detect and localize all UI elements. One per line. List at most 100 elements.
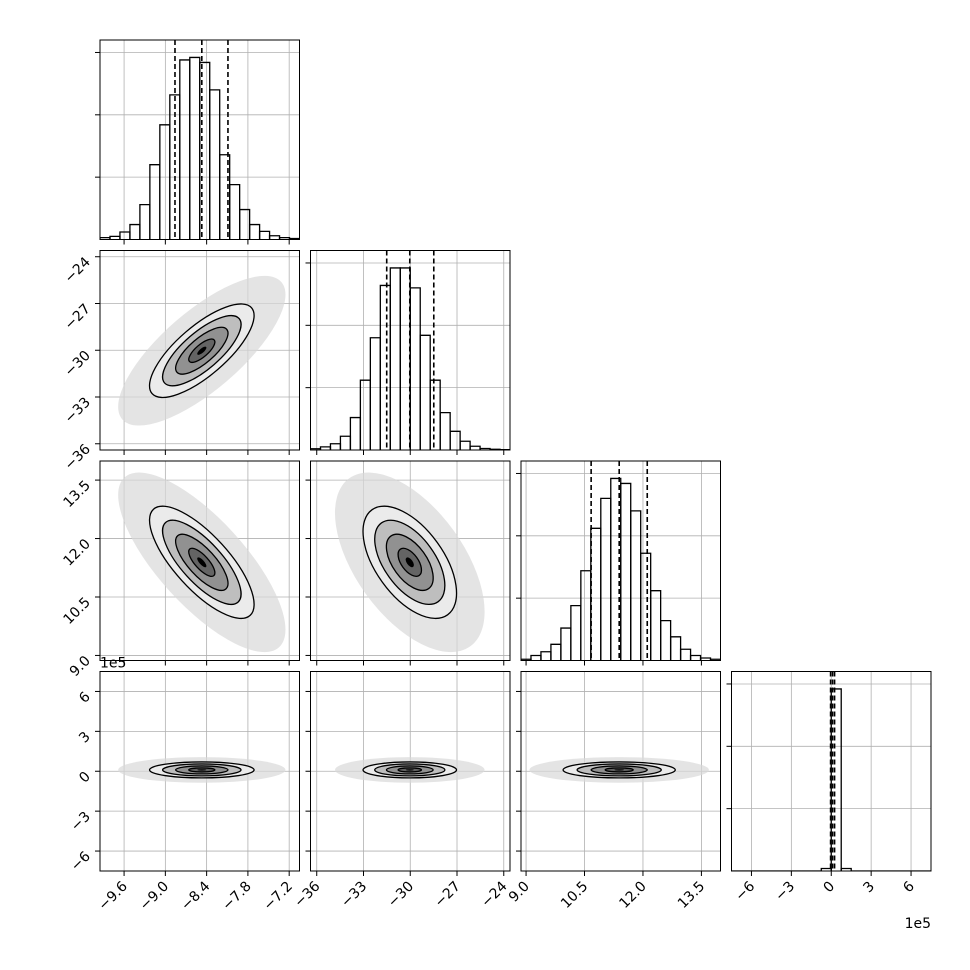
x-tick-label: 13.5 [675,879,708,912]
histogram-bin [369,337,381,450]
panel-content [731,671,931,871]
panel [520,671,721,872]
contour [161,519,242,606]
histogram-bin [550,643,562,661]
y-tick-label: 9.0 [67,653,94,680]
panel-content [521,671,721,871]
x-tick-label: 6 [900,878,918,896]
panel-content [310,250,510,450]
histogram-bin [268,235,281,240]
histogram-bin [119,231,131,240]
panel [99,460,300,661]
contour [148,505,255,620]
panel [99,250,300,451]
x-tick-label: −7.2 [261,879,296,914]
histogram-bin [139,203,151,240]
x-tick-label: 10.5 [558,879,591,912]
x-tick-label: −27 [432,879,464,911]
contour [385,533,434,592]
x-tick-label: −36 [291,878,323,910]
histogram-bin [399,267,411,450]
histogram-bin [540,651,552,661]
histogram-bin [469,445,481,450]
x-tick-label: −33 [338,879,370,911]
histogram-bin [709,658,721,661]
contour [148,303,255,399]
panel-content [100,40,300,240]
y-tick-label: −33 [62,395,94,427]
histogram-bin [329,443,342,450]
contour [385,765,434,775]
contour [397,547,423,577]
density-core [197,557,207,568]
histogram-bin [660,619,672,661]
histogram-bin [560,627,572,661]
panel-frame [99,460,300,661]
density-core [614,769,625,771]
y-tick-label: −30 [62,348,94,380]
panel [310,671,511,872]
y-tick-label: −36 [62,441,94,473]
panel [99,39,300,240]
panel-content [100,671,300,871]
contour [175,533,229,592]
histogram-bin [840,867,852,871]
panel-content [100,461,300,661]
panel [310,250,511,451]
x-tick-label: −9.0 [137,879,172,914]
density-core [197,769,207,771]
contour [562,761,676,779]
panel-frame [99,39,300,240]
histogram-bin [179,59,191,240]
panel [731,671,932,872]
x-tick-label: −30 [385,879,417,911]
x-tick-label: −3 [772,879,798,905]
histogram-bin [439,411,451,450]
contour [175,326,229,375]
contour [362,761,458,779]
histogram-bin [600,497,612,661]
y-tick-label: −24 [62,254,94,286]
x-tick-label: −8.4 [178,878,213,913]
panel-frame [520,460,721,661]
histogram-bin [129,223,141,240]
x-tick-label: −9.6 [96,878,131,913]
contour [576,763,662,777]
contour [188,547,216,577]
histogram-bin [409,287,421,450]
contour [362,505,458,620]
y-offset-label: 1e5 [100,656,126,672]
contour [590,765,648,775]
histogram-bin [679,648,692,661]
contour [374,519,446,606]
histogram-bin [640,552,652,661]
y-tick-label: 6 [76,689,94,707]
histogram-bin [630,510,642,661]
histogram-bin [530,654,542,661]
contour [175,765,229,775]
y-tick-label: 3 [76,729,94,747]
histogram-bin [189,56,201,240]
y-tick-label: 13.5 [60,478,93,511]
y-tick-label: −3 [68,809,94,835]
x-tick-label: 0 [820,879,838,897]
y-tick-label: −6 [68,849,94,875]
contour [374,763,446,777]
histogram-bin [149,164,161,240]
histogram-bin [359,379,371,450]
x-tick-label: −7.8 [219,879,254,914]
contour [148,761,255,779]
contour [188,767,216,773]
histogram-bin [689,654,702,661]
histogram-bin [379,284,391,450]
histogram-bin [349,416,362,450]
histogram-bin [449,430,461,450]
histogram-bin [620,482,632,661]
histogram-bin [389,267,401,450]
panel [520,460,721,661]
histogram-bin [459,440,471,450]
contour [397,767,423,773]
panel [310,460,511,661]
histogram-bin [229,183,241,240]
